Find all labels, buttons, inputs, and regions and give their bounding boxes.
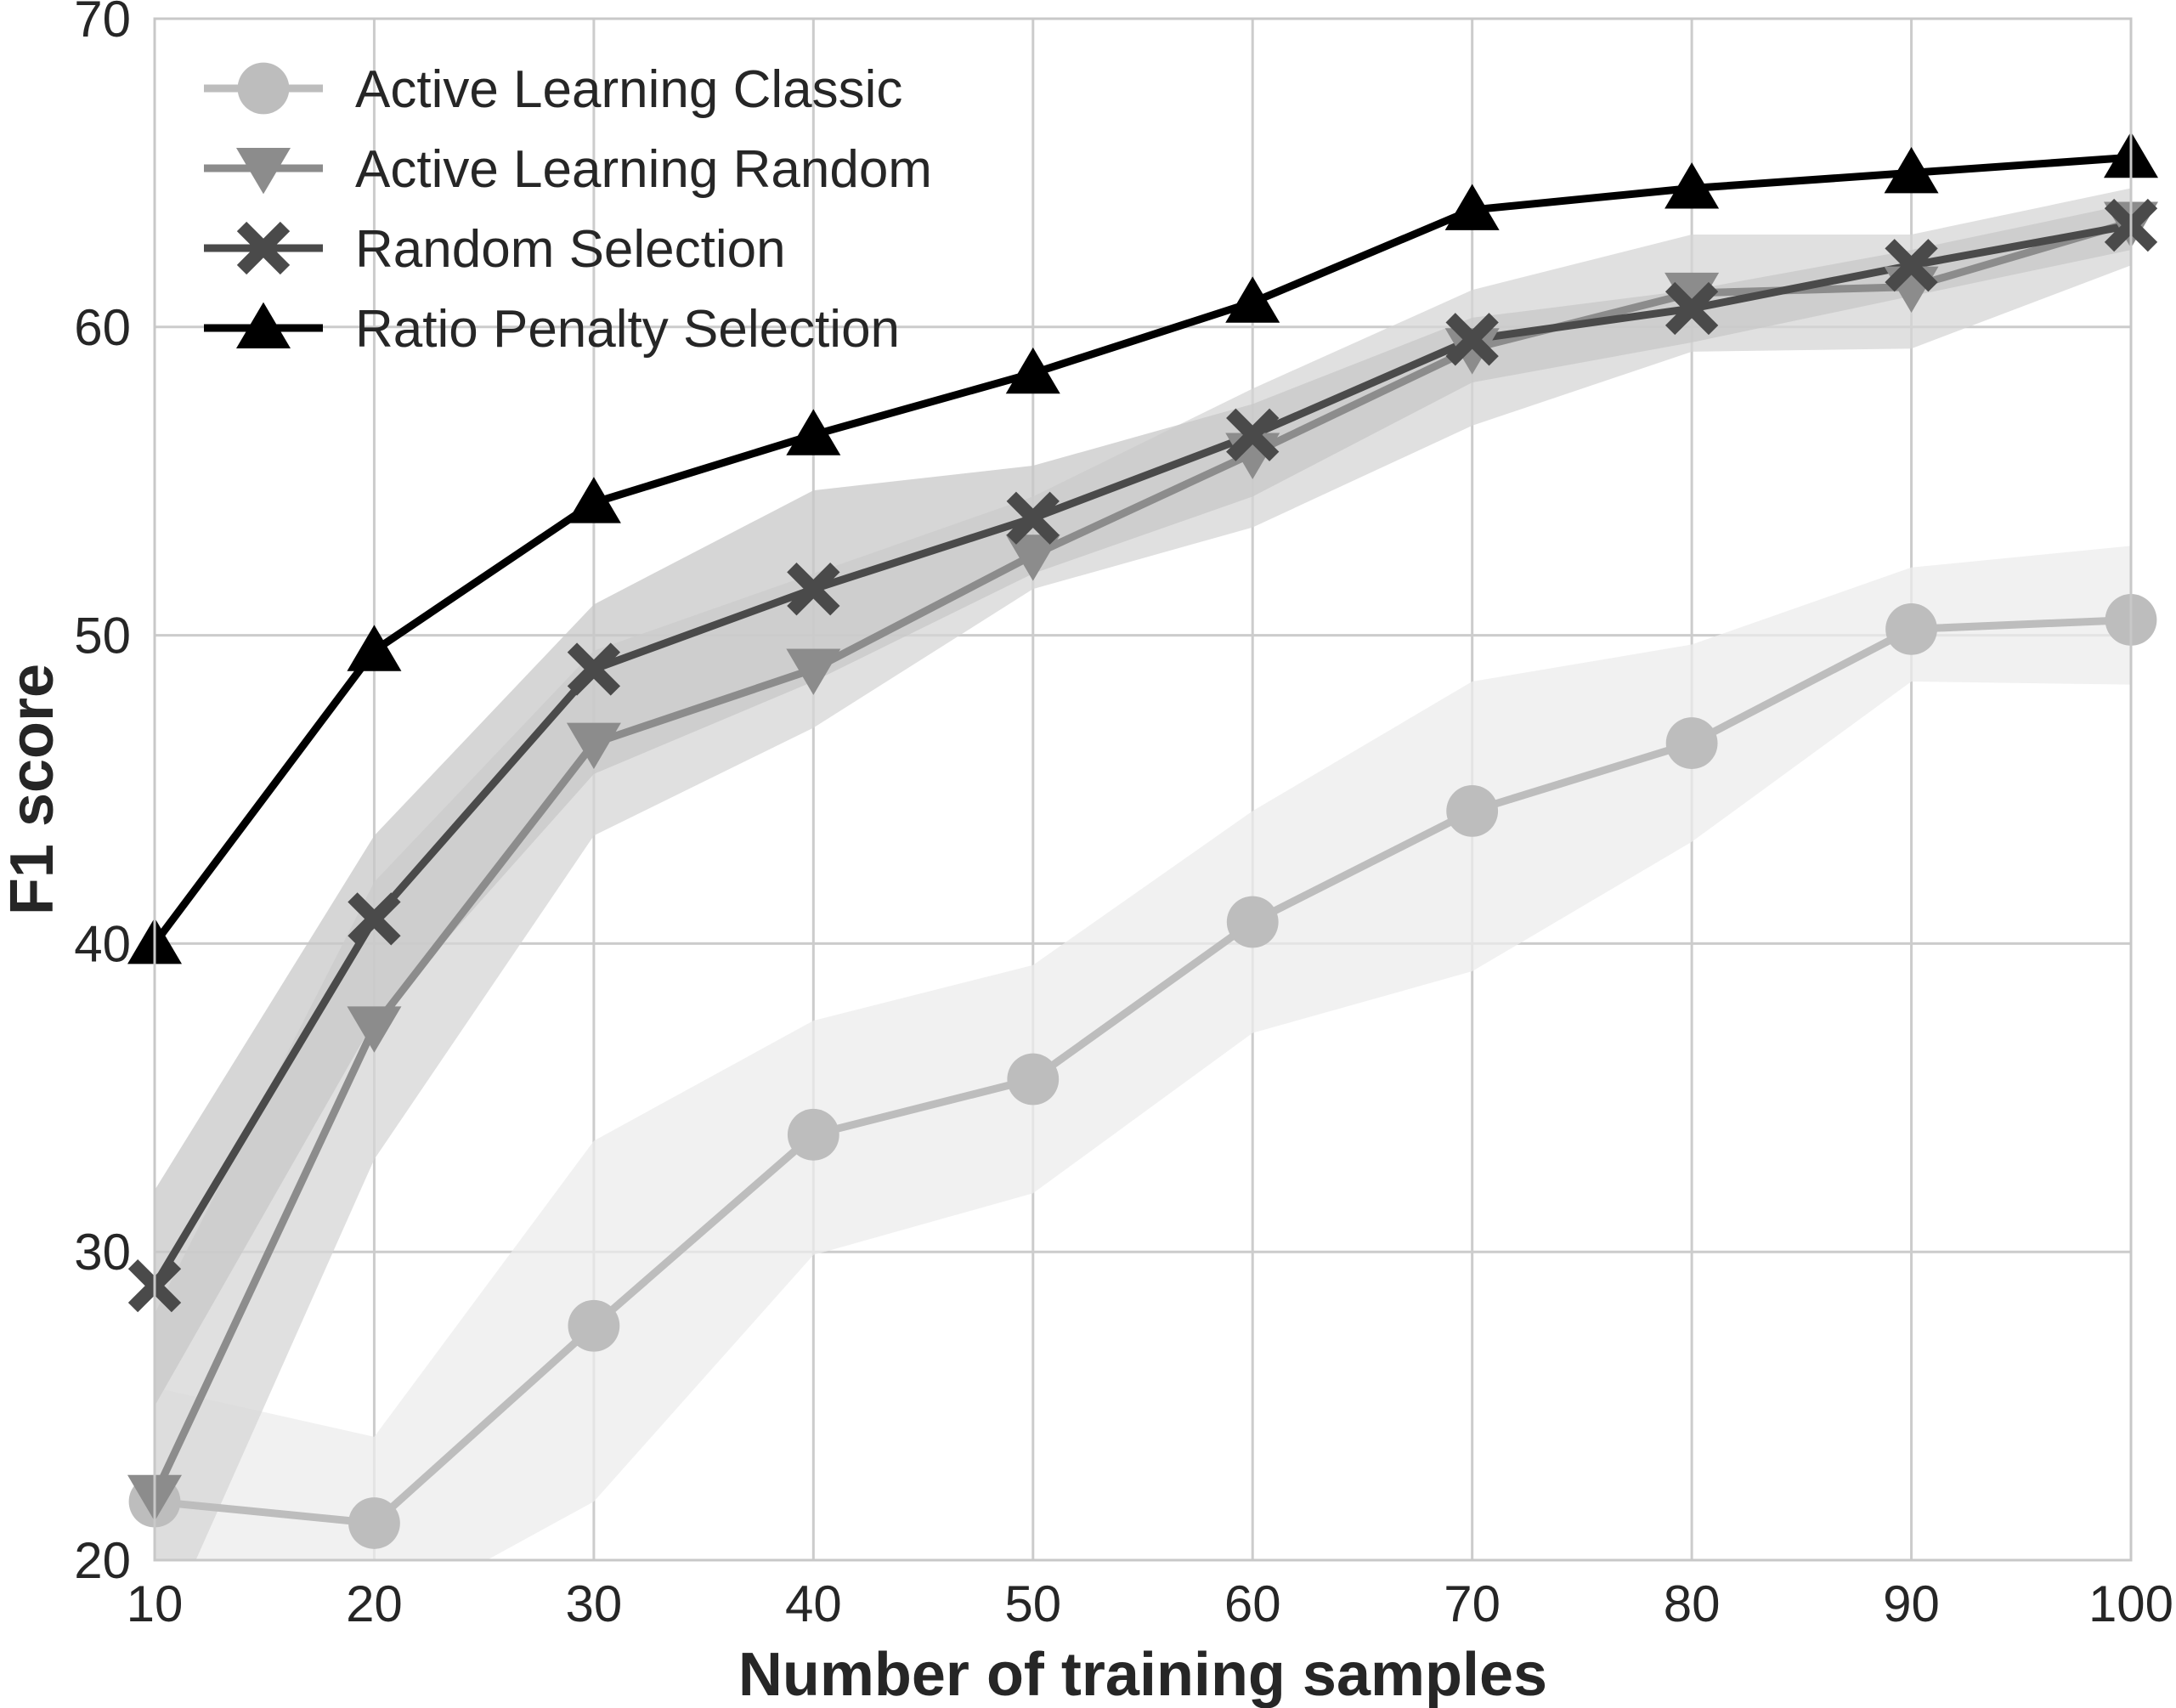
data-point-triangle-up	[786, 409, 841, 455]
data-point-triangle-down	[347, 1006, 402, 1053]
data-point-triangle-up	[236, 302, 291, 348]
y-axis-title: F1 score	[0, 664, 66, 915]
data-point-circle	[1007, 1053, 1060, 1106]
x-stroke	[1445, 313, 1499, 366]
data-point-triangle-up	[1005, 347, 1060, 394]
data-point-triangle-up	[1444, 184, 1500, 230]
data-point-x	[1664, 281, 1719, 336]
x-stroke	[1006, 491, 1060, 545]
series-line	[154, 615, 2132, 1527]
data-point-x	[1226, 408, 1280, 461]
data-point-triangle-up	[1225, 276, 1280, 323]
data-point-triangle-up	[566, 477, 621, 523]
x-tick-label: 50	[1004, 1575, 1061, 1632]
series-markers	[127, 131, 2158, 1549]
y-tick-label: 60	[74, 299, 131, 356]
series-lines	[150, 153, 2133, 1527]
x-stroke	[1885, 239, 1938, 292]
error-band	[155, 546, 2131, 1560]
legend-label: Random Selection	[355, 220, 786, 279]
y-tick-label: 40	[74, 915, 131, 972]
y-tick-label: 70	[74, 0, 131, 48]
data-point-circle	[237, 62, 290, 115]
legend-item: Random Selection	[204, 220, 786, 279]
y-tick-label: 50	[74, 608, 131, 665]
legend-item: Ratio Penalty Selection	[204, 300, 900, 359]
data-point-x	[567, 642, 621, 696]
x-stroke	[348, 892, 401, 946]
data-point-triangle-down	[1005, 534, 1060, 581]
data-point-x	[1885, 239, 1938, 292]
data-point-circle	[1885, 602, 1937, 655]
data-point-x	[348, 892, 401, 946]
data-point-circle	[348, 1497, 400, 1549]
x-tick-label: 30	[566, 1575, 623, 1632]
x-tick-label: 20	[346, 1575, 403, 1632]
x-stroke	[1226, 408, 1280, 461]
legend-label: Active Learning Classic	[355, 60, 902, 119]
data-point-triangle-up	[347, 625, 402, 671]
x-tick-label: 70	[1444, 1575, 1501, 1632]
x-stroke	[1664, 281, 1719, 336]
data-point-circle	[1446, 784, 1499, 837]
x-tick-label: 80	[1664, 1575, 1721, 1632]
data-point-circle	[1226, 896, 1279, 948]
legend-label: Active Learning Random	[355, 140, 932, 199]
data-point-x	[236, 221, 291, 275]
data-point-triangle-up	[1664, 162, 1720, 209]
data-point-triangle-down	[786, 648, 841, 695]
data-point-circle	[568, 1299, 620, 1352]
x-stroke	[787, 563, 840, 616]
y-tick-label: 20	[74, 1532, 131, 1589]
legend-item: Active Learning Random	[204, 140, 932, 199]
data-point-x	[1445, 313, 1499, 366]
legend-label: Ratio Penalty Selection	[355, 300, 900, 359]
x-stroke	[567, 642, 621, 696]
x-tick-label: 10	[127, 1575, 184, 1632]
legend: Active Learning Classic Active Learning R…	[204, 60, 932, 359]
legend-item: Active Learning Classic	[204, 60, 902, 119]
y-tick-label: 30	[74, 1224, 131, 1281]
x-tick-label: 40	[785, 1575, 842, 1632]
data-point-triangle-down	[566, 722, 621, 769]
data-point-x	[787, 563, 840, 616]
series-line	[151, 221, 2132, 1288]
x-tick-label: 100	[2088, 1575, 2173, 1632]
data-point-circle	[787, 1108, 839, 1161]
plot-frame	[153, 17, 2133, 1562]
data-point-circle	[1665, 717, 1718, 769]
data-point-triangle-up	[1884, 147, 1939, 194]
x-tick-label: 90	[1883, 1575, 1940, 1632]
x-tick-label: 60	[1224, 1575, 1281, 1632]
data-point-triangle-down	[1444, 328, 1500, 375]
x-stroke	[236, 221, 291, 275]
data-point-x	[1006, 491, 1060, 545]
data-point-triangle-down	[236, 148, 291, 195]
x-axis-title: Number of training samples	[738, 1641, 1547, 1708]
data-point-triangle-down	[1664, 272, 1720, 320]
series-line	[151, 153, 2132, 947]
